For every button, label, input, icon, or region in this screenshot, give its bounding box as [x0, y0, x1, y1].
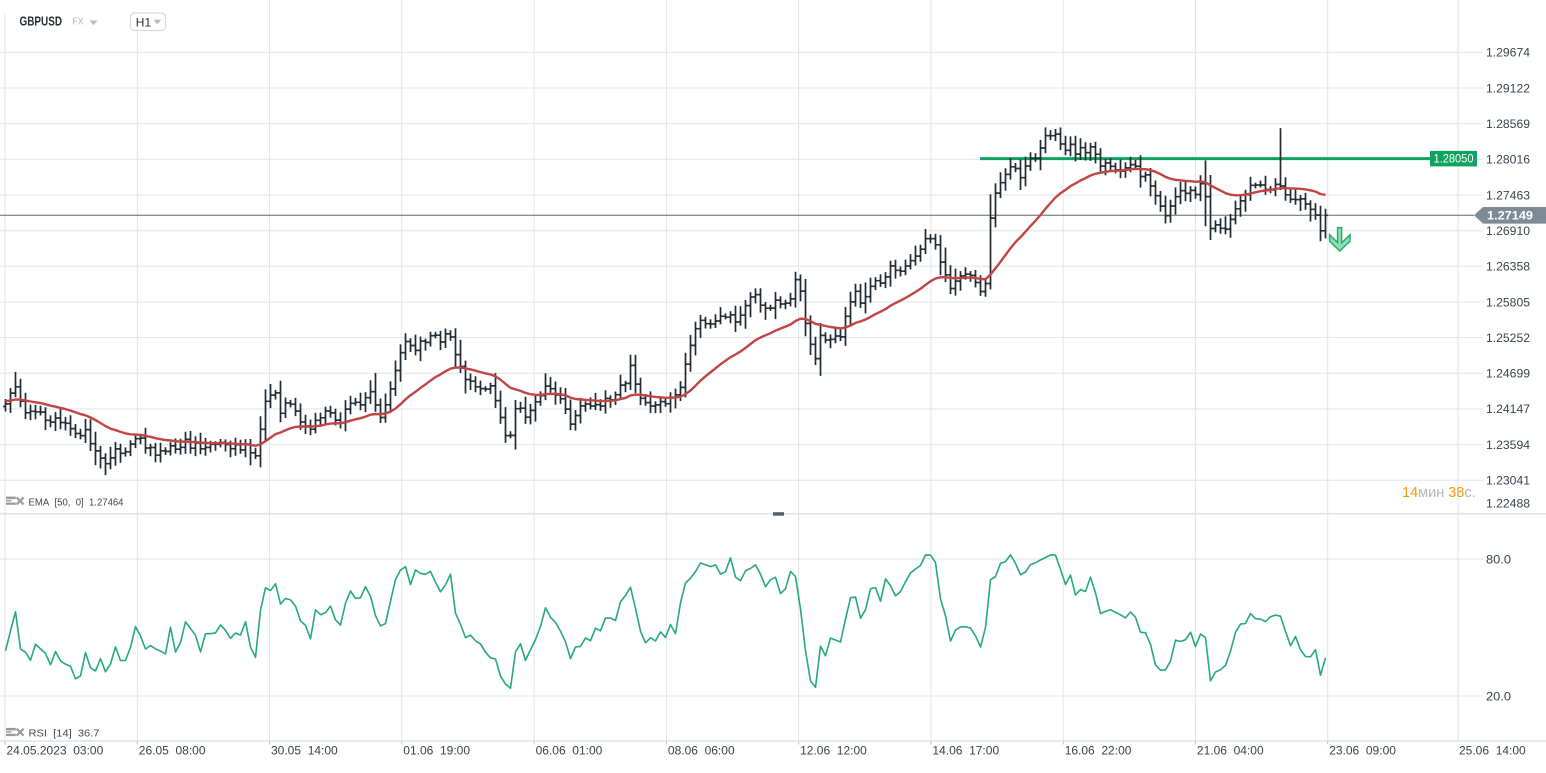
svg-text:1.26910: 1.26910 — [1486, 224, 1530, 238]
svg-text:1.23594: 1.23594 — [1486, 438, 1530, 452]
svg-text:06.06 01:00: 06.06 01:00 — [536, 744, 603, 758]
svg-text:1.29674: 1.29674 — [1486, 46, 1530, 60]
svg-text:1.23041: 1.23041 — [1486, 474, 1530, 488]
svg-text:1.28016: 1.28016 — [1486, 153, 1530, 167]
svg-text:16.06 22:00: 16.06 22:00 — [1065, 744, 1132, 758]
svg-text:21.06 04:00: 21.06 04:00 — [1197, 744, 1264, 758]
svg-text:24.05.2023 03:00: 24.05.2023 03:00 — [7, 744, 104, 758]
svg-text:08.06 06:00: 08.06 06:00 — [668, 744, 735, 758]
svg-text:1.27463: 1.27463 — [1486, 188, 1530, 202]
svg-text:RSI [14] 36.7: RSI [14] 36.7 — [29, 729, 100, 740]
svg-text:23.06 09:00: 23.06 09:00 — [1329, 744, 1396, 758]
svg-text:FX: FX — [73, 17, 84, 28]
svg-text:1.24699: 1.24699 — [1486, 367, 1530, 381]
svg-text:1.28050: 1.28050 — [1434, 154, 1474, 166]
svg-text:H1: H1 — [136, 16, 152, 30]
svg-text:12.06 12:00: 12.06 12:00 — [800, 744, 867, 758]
svg-text:01.06 19:00: 01.06 19:00 — [403, 744, 470, 758]
svg-text:1.24147: 1.24147 — [1486, 402, 1530, 416]
svg-text:26.05 08:00: 26.05 08:00 — [139, 744, 206, 758]
svg-text:25.06 14:00: 25.06 14:00 — [1459, 744, 1526, 758]
svg-text:1.22488: 1.22488 — [1486, 496, 1530, 510]
svg-text:80.0: 80.0 — [1486, 552, 1511, 566]
svg-text:1.27149: 1.27149 — [1487, 209, 1533, 223]
svg-text:14.06 17:00: 14.06 17:00 — [932, 744, 999, 758]
svg-text:GBPUSD: GBPUSD — [20, 14, 63, 29]
svg-text:1.29122: 1.29122 — [1486, 81, 1530, 95]
svg-text:1.26358: 1.26358 — [1486, 260, 1530, 274]
svg-text:14мин 38с.: 14мин 38с. — [1402, 485, 1476, 501]
svg-text:20.0: 20.0 — [1486, 689, 1511, 703]
svg-text:1.28569: 1.28569 — [1486, 117, 1530, 131]
svg-text:30.05 14:00: 30.05 14:00 — [271, 744, 338, 758]
svg-text:1.25252: 1.25252 — [1486, 331, 1530, 345]
svg-text:EMA [50, 0] 1.27464: EMA [50, 0] 1.27464 — [29, 497, 124, 508]
svg-text:1.25805: 1.25805 — [1486, 295, 1530, 309]
